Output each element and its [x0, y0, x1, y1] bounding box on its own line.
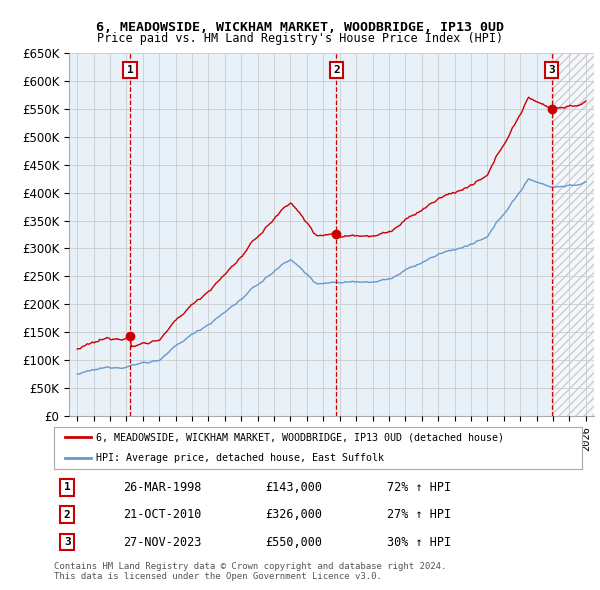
Text: 2: 2	[333, 65, 340, 75]
Text: 26-MAR-1998: 26-MAR-1998	[122, 481, 201, 494]
Text: £326,000: £326,000	[265, 508, 322, 522]
Text: This data is licensed under the Open Government Licence v3.0.: This data is licensed under the Open Gov…	[54, 572, 382, 581]
Text: 6, MEADOWSIDE, WICKHAM MARKET, WOODBRIDGE, IP13 0UD: 6, MEADOWSIDE, WICKHAM MARKET, WOODBRIDG…	[96, 21, 504, 34]
Text: 27-NOV-2023: 27-NOV-2023	[122, 536, 201, 549]
Text: 21-OCT-2010: 21-OCT-2010	[122, 508, 201, 522]
Text: 27% ↑ HPI: 27% ↑ HPI	[386, 508, 451, 522]
Text: £143,000: £143,000	[265, 481, 322, 494]
Text: 3: 3	[548, 65, 555, 75]
Text: HPI: Average price, detached house, East Suffolk: HPI: Average price, detached house, East…	[96, 454, 384, 463]
Text: 6, MEADOWSIDE, WICKHAM MARKET, WOODBRIDGE, IP13 0UD (detached house): 6, MEADOWSIDE, WICKHAM MARKET, WOODBRIDG…	[96, 432, 504, 442]
Text: 1: 1	[64, 483, 71, 493]
Text: £550,000: £550,000	[265, 536, 322, 549]
Text: 3: 3	[64, 537, 71, 547]
Text: 72% ↑ HPI: 72% ↑ HPI	[386, 481, 451, 494]
Text: Price paid vs. HM Land Registry's House Price Index (HPI): Price paid vs. HM Land Registry's House …	[97, 32, 503, 45]
Text: 1: 1	[127, 65, 134, 75]
Text: 30% ↑ HPI: 30% ↑ HPI	[386, 536, 451, 549]
Text: 2: 2	[64, 510, 71, 520]
Text: Contains HM Land Registry data © Crown copyright and database right 2024.: Contains HM Land Registry data © Crown c…	[54, 562, 446, 571]
